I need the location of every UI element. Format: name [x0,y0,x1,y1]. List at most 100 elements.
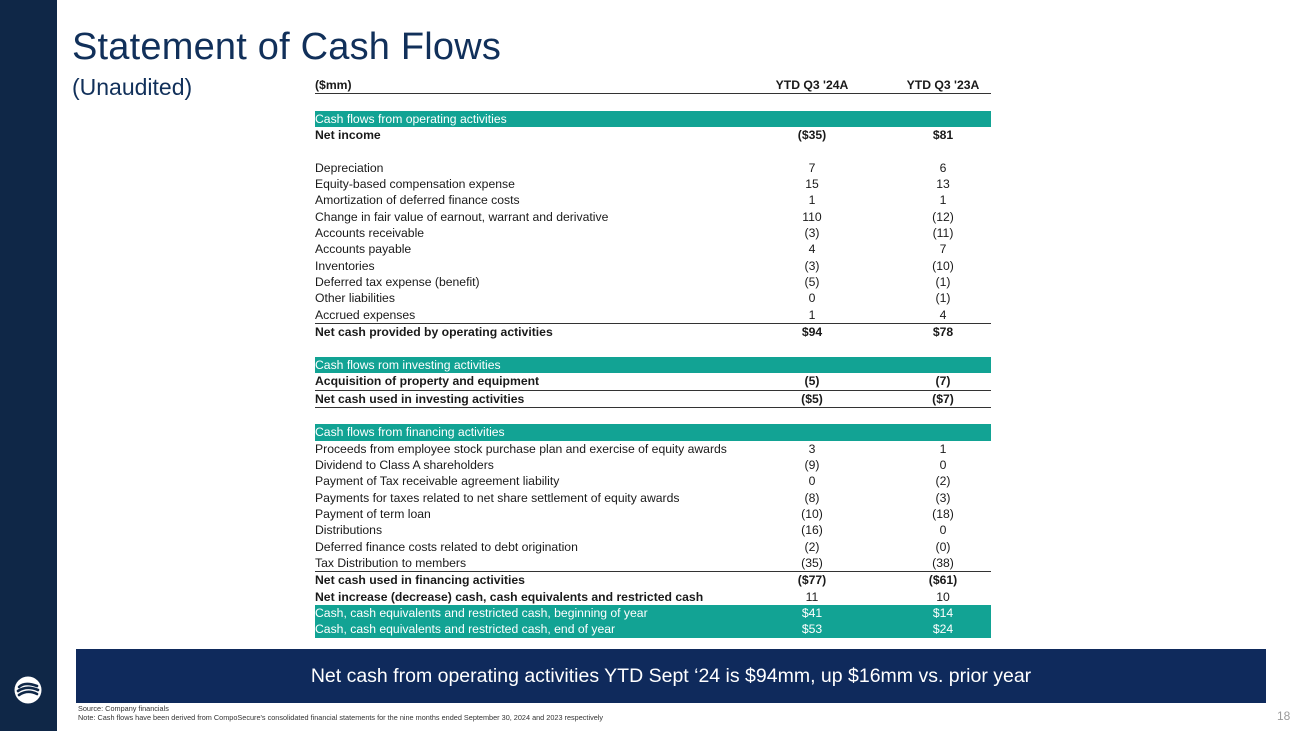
column-header-2024: YTD Q3 '24A [775,78,849,92]
footnotes: Source: Company financials Note: Cash fl… [78,704,603,722]
row-label: Inventories [315,258,375,273]
value-2024: $94 [801,325,823,340]
value-2024: (9) [804,457,820,472]
value-2024: 15 [805,177,819,192]
table-row: Equity-based compensation expense 15 13 [315,176,991,192]
value-2024: (2) [804,539,820,554]
row-label: Payment of Tax receivable agreement liab… [315,474,560,489]
value-2023: (2) [935,474,951,489]
row-label: Distributions [315,523,383,538]
net-change-row: Net increase (decrease) cash, cash equiv… [315,589,991,605]
value-2023: 0 [939,523,947,538]
row-label: Accrued expenses [315,307,416,322]
value-2023: ($7) [932,391,954,406]
table-row: Change in fair value of earnout, warrant… [315,209,991,225]
row-label: Accounts receivable [315,226,425,241]
value-2024: 1 [808,193,816,208]
table-row: Deferred finance costs related to debt o… [315,539,991,555]
financing-section-header: Cash flows from financing activities [315,424,991,441]
company-logo-icon [14,676,42,704]
operating-section-header: Cash flows from operating activities [315,110,991,128]
methodology-note: Note: Cash flows have been derived from … [78,713,604,722]
page-number: 18 [1277,709,1291,723]
row-label: Net increase (decrease) cash, cash equiv… [315,589,704,604]
table-row: Proceeds from employee stock purchase pl… [315,441,991,457]
section-label: Cash flows rom investing activities [315,357,501,372]
row-label: Tax Distribution to members [315,555,467,570]
row-label: Other liabilities [315,291,395,306]
value-2024: 11 [805,589,819,604]
table-row: Other liabilities 0 (1) [315,290,991,306]
row-label: Deferred tax expense (benefit) [315,275,480,290]
value-2023: (11) [932,226,954,241]
value-2023: (3) [935,490,951,505]
value-2024: 0 [808,474,816,489]
table-row: Acquisition of property and equipment (5… [315,373,991,391]
table-row: Payment of Tax receivable agreement liab… [315,473,991,489]
table-row: Distributions (16) 0 [315,522,991,538]
value-2024: (5) [804,275,820,290]
value-2024: 7 [808,160,816,175]
column-header-2023: YTD Q3 '23A [906,78,980,92]
value-2023: (10) [932,258,954,273]
investing-total-row: Net cash used in investing activities ($… [315,391,991,408]
table-row: Tax Distribution to members (35) (38) [315,555,991,571]
net-income-row: Net income ($35) $81 [315,127,991,143]
row-label: Accounts payable [315,242,412,257]
row-label: Cash, cash equivalents and restricted ca… [315,606,648,620]
row-label: Acquisition of property and equipment [315,374,540,389]
row-label: Net cash used in financing activities [315,573,525,588]
value-2024: (10) [801,506,823,521]
value-2023: 7 [939,242,947,257]
investing-section-header: Cash flows rom investing activities [315,356,991,374]
value-2023: (1) [935,291,951,306]
key-takeaway-banner: Net cash from operating activities YTD S… [76,649,1266,703]
value-2023: (1) [935,275,951,290]
row-label: Payment of term loan [315,506,431,521]
value-2023: ($61) [928,573,958,588]
section-label: Cash flows from operating activities [315,111,507,126]
row-label: Dividend to Class A shareholders [315,457,494,472]
table-row: Dividend to Class A shareholders (9) 0 [315,457,991,473]
row-label: Cash, cash equivalents and restricted ca… [315,622,616,637]
value-2024: 4 [808,242,816,257]
value-2024: $53 [801,622,823,637]
value-2024: ($5) [801,391,823,406]
value-2023: (7) [935,374,951,389]
row-label: Depreciation [315,160,384,175]
spacer-row [315,408,991,424]
value-2024: 1 [808,307,816,322]
page-subtitle: (Unaudited) [72,74,193,100]
ending-cash-row: Cash, cash equivalents and restricted ca… [315,621,991,638]
value-2024: (3) [804,258,820,273]
unit-label: ($mm) [315,78,352,92]
cash-flow-table: ($mm) YTD Q3 '24A YTD Q3 '23A Cash flows… [315,77,991,638]
operating-total-row: Net cash provided by operating activitie… [315,323,991,340]
value-2023: 4 [939,307,947,322]
section-label: Cash flows from financing activities [315,425,505,440]
spacer-row [315,341,991,357]
row-label: Deferred finance costs related to debt o… [315,539,578,554]
value-2024: 110 [802,209,822,224]
value-2024: $41 [801,606,823,620]
value-2023: $24 [932,622,954,637]
value-2024: (16) [801,523,823,538]
value-2024: (35) [801,555,823,570]
value-2023: (0) [935,539,951,554]
value-2023: 1 [939,441,947,456]
row-label: Equity-based compensation expense [315,177,515,192]
row-label: Proceeds from employee stock purchase pl… [315,441,727,456]
value-2023: (18) [932,506,954,521]
value-2023: (12) [932,209,954,224]
row-label: Payments for taxes related to net share … [315,490,680,505]
row-label: Net cash used in investing activities [315,391,525,406]
financing-total-row: Net cash used in financing activities ($… [315,571,991,588]
spacer-row [315,143,991,159]
spacer-row [315,94,991,110]
row-label: Change in fair value of earnout, warrant… [315,209,609,224]
value-2024: 0 [808,291,816,306]
table-row: Accrued expenses 1 4 [315,307,991,323]
table-row: Payments for taxes related to net share … [315,490,991,506]
value-2024: (5) [804,374,820,389]
table-header-row: ($mm) YTD Q3 '24A YTD Q3 '23A [315,77,991,95]
